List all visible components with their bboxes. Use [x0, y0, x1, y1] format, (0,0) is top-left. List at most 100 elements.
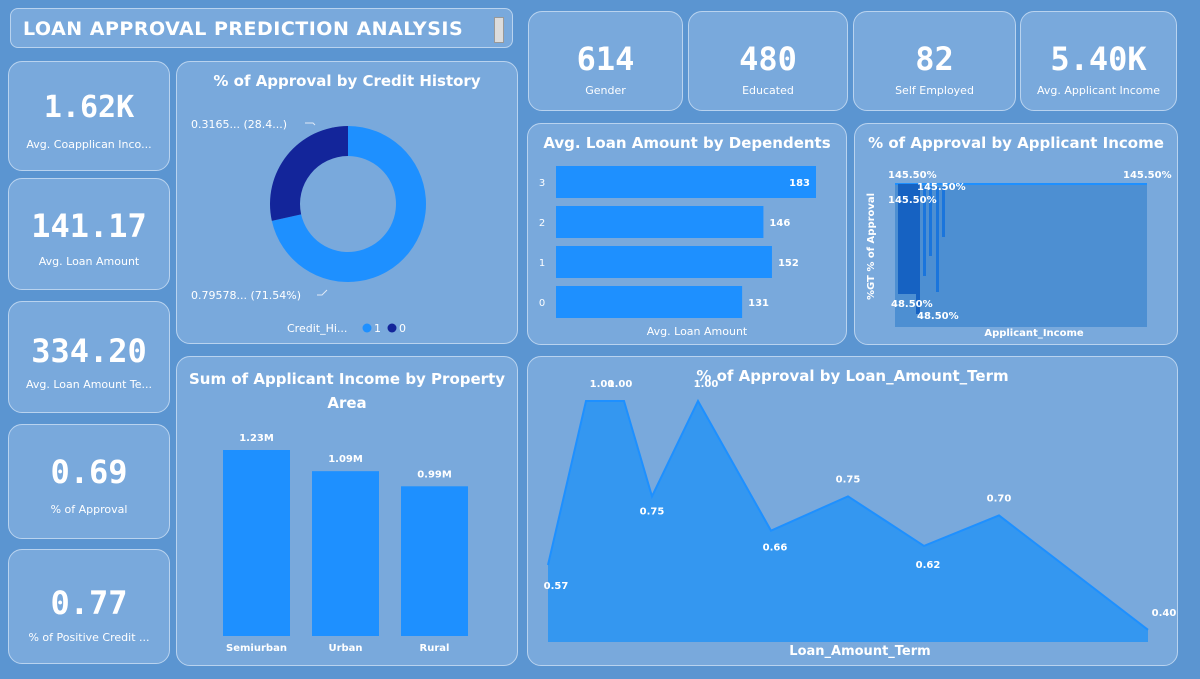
category-label: Semiurban [226, 643, 287, 654]
data-label: 145.50% [1123, 170, 1172, 181]
slice-label-0: 0.3165... (28.4...) [191, 118, 287, 131]
data-label: 146 [769, 218, 790, 229]
category-label: 2 [539, 218, 545, 229]
area-line [547, 398, 1149, 631]
data-label: 0.75 [836, 474, 861, 485]
data-label: 131 [748, 298, 769, 309]
data-label: 152 [778, 258, 799, 269]
header-bar: LOAN APPROVAL PREDICTION ANALYSIS [10, 8, 513, 48]
income-spike [929, 186, 932, 256]
kpi-card-applicant-income: 5.40K Avg. Applicant Income [1020, 11, 1177, 111]
income-spike [923, 186, 926, 276]
data-label: 0.99M [417, 469, 452, 480]
property-area-chart-card: Sum of Applicant Income by Property Area… [176, 356, 518, 666]
kpi-card-avg-loan-term: 334.20 Avg. Loan Amount Te... [8, 301, 170, 413]
kpi-value: 334.20 [31, 332, 147, 370]
bar-dependents-0[interactable] [556, 286, 743, 318]
bar-dependents-3[interactable] [556, 166, 816, 198]
kpi-card-approval: 0.69 % of Approval [8, 424, 170, 539]
income-spike [936, 187, 939, 292]
chart-title: Avg. Loan Amount by Dependents [543, 134, 831, 152]
x-axis-title: Applicant_Income [984, 328, 1084, 339]
data-label: 145.50% [917, 182, 966, 193]
data-label: 1.00 [590, 379, 615, 390]
bar-rural[interactable] [401, 486, 468, 636]
kpi-value: 480 [739, 40, 797, 78]
area-fill [548, 401, 1148, 642]
kpi-label: Avg. Applicant Income [1036, 84, 1160, 97]
y-axis-title: %GT % of Approval [866, 193, 877, 300]
dependents-chart: 3 183 2 146 1 152 0 131 Avg. Loan Amount [539, 166, 816, 338]
data-label: 1.09M [328, 454, 363, 465]
kpi-label: Avg. Loan Amount Te... [25, 378, 153, 391]
category-label: 3 [539, 178, 545, 189]
data-label: 145.50% [888, 195, 937, 206]
applicant-income-chart-card: % of Approval by Applicant Income 145.50… [854, 123, 1178, 345]
data-label: 0.57 [544, 581, 569, 592]
kpi-label: % of Approval [50, 503, 128, 516]
data-label: 48.50% [891, 299, 933, 310]
kpi-card-self-employed: 82 Self Employed [853, 11, 1016, 111]
data-label: 0.70 [987, 493, 1012, 504]
category-label: Rural [420, 643, 450, 654]
income-spike [942, 187, 945, 237]
data-label: 183 [789, 178, 810, 189]
bar-semiurban[interactable] [223, 450, 290, 636]
legend-title: Credit_Hi... [287, 322, 347, 335]
kpi-label: Avg. Coapplican Inco... [26, 138, 152, 151]
data-label: 0.62 [916, 560, 941, 571]
kpi-value: 0.77 [50, 584, 128, 622]
applicant-income-chart: 145.50% 145.50% 145.50% 145.50% 48.50% 4… [866, 170, 1172, 339]
kpi-card-gender: 614 Gender [528, 11, 683, 111]
category-label: Urban [328, 643, 362, 654]
donut-slice-0[interactable] [271, 126, 426, 282]
category-label: 1 [539, 258, 545, 269]
scrollbar-thumb[interactable] [494, 17, 504, 43]
slice-label-1: 0.79578... (71.54%) [191, 289, 301, 302]
credit-history-chart-card: % of Approval by Credit History 0.3165..… [176, 61, 518, 344]
chart-title: % of Approval by Applicant Income [868, 134, 1164, 152]
legend-entry-0: 0 [399, 322, 406, 335]
data-label: 1.23M [239, 433, 274, 444]
kpi-value: 1.62K [43, 90, 135, 125]
x-axis-title: Avg. Loan Amount [647, 325, 748, 338]
kpi-value: 614 [576, 40, 635, 78]
legend-entry-1: 1 [374, 322, 381, 335]
category-label: 0 [539, 298, 545, 309]
legend-dot-1 [362, 323, 372, 333]
data-label: 1.00 [608, 379, 633, 390]
kpi-card-coapplicant-income: 1.62K Avg. Coapplican Inco... [8, 61, 170, 171]
bar-dependents-1[interactable] [556, 246, 772, 278]
dashboard-title: LOAN APPROVAL PREDICTION ANALYSIS [23, 18, 464, 40]
loan-term-chart-card: % of Approval by Loan_Amount_Term 0.57 1.… [527, 356, 1178, 666]
bar-dependents-2[interactable] [556, 206, 764, 238]
kpi-label: % of Positive Credit ... [28, 631, 150, 644]
legend-dot-0 [387, 323, 397, 333]
chart-title: Sum of Applicant Income by Property Area [189, 370, 506, 412]
chart-title: % of Approval by Credit History [213, 72, 481, 90]
data-label: 0.40 [1152, 608, 1177, 619]
kpi-label: Educated [742, 84, 794, 97]
kpi-label: Gender [585, 84, 626, 97]
data-label: 145.50% [888, 170, 937, 181]
loan-term-chart: 0.571.001.000.751.000.660.750.620.700.40… [544, 379, 1177, 659]
data-label: 48.50% [917, 311, 959, 322]
chart-title: % of Approval by Loan_Amount_Term [696, 367, 1009, 385]
kpi-label: Avg. Loan Amount [38, 255, 140, 268]
kpi-card-positive-credit: 0.77 % of Positive Credit ... [8, 549, 170, 664]
data-label: 0.66 [763, 543, 788, 554]
kpi-card-educated: 480 Educated [688, 11, 848, 111]
credit-history-chart: 0.3165... (28.4...) 0.79578... (71.54%) … [191, 118, 426, 335]
kpi-value: 0.69 [50, 453, 128, 491]
kpi-label: Self Employed [895, 84, 974, 97]
income-spike [916, 184, 920, 314]
x-axis-title: Loan_Amount_Term [789, 644, 930, 659]
kpi-card-avg-loan-amount: 141.17 Avg. Loan Amount [8, 178, 170, 290]
data-label: 1.00 [694, 379, 719, 390]
property-area-chart: 1.23M Semiurban 1.09M Urban 0.99M Rural [223, 433, 468, 654]
income-spike [898, 184, 916, 294]
data-label: 0.75 [640, 506, 665, 517]
kpi-value: 82 [915, 40, 954, 78]
donut-slice-1[interactable] [270, 126, 348, 221]
bar-urban[interactable] [312, 471, 379, 636]
